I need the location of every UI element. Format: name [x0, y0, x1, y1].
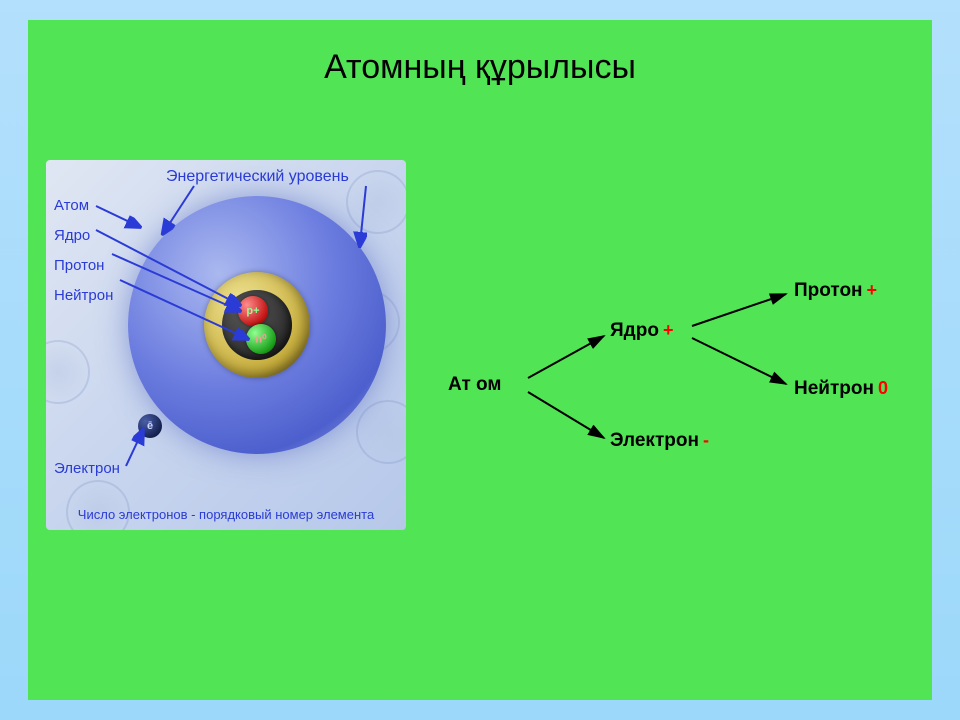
atom-caption: Число электронов - порядковый номер элем…	[46, 507, 406, 522]
charge-neutron: 0	[878, 378, 888, 398]
tree-node-electron: Электрон-	[610, 430, 709, 452]
tree-node-neutron: Нейтрон0	[794, 378, 888, 400]
slide-title: Атомның құрылысы	[28, 48, 932, 87]
charge-electron: -	[703, 430, 709, 450]
atom-arrows	[46, 160, 406, 530]
tree-node-proton: Протон+	[794, 280, 877, 302]
tree-node-nucleus: Ядро+	[610, 320, 673, 342]
tree-node-atom: Ат ом	[448, 374, 501, 396]
slide: Атомның құрылысы Энергетический уровень …	[28, 20, 932, 700]
atom-illustration-panel: Энергетический уровень Атом Ядро Протон …	[46, 160, 406, 530]
charge-proton: +	[867, 280, 878, 300]
charge-nucleus: +	[663, 320, 674, 340]
atom-tree-diagram: Ат ом Ядро+ Электрон- Протон+ Нейтрон0	[448, 280, 928, 500]
